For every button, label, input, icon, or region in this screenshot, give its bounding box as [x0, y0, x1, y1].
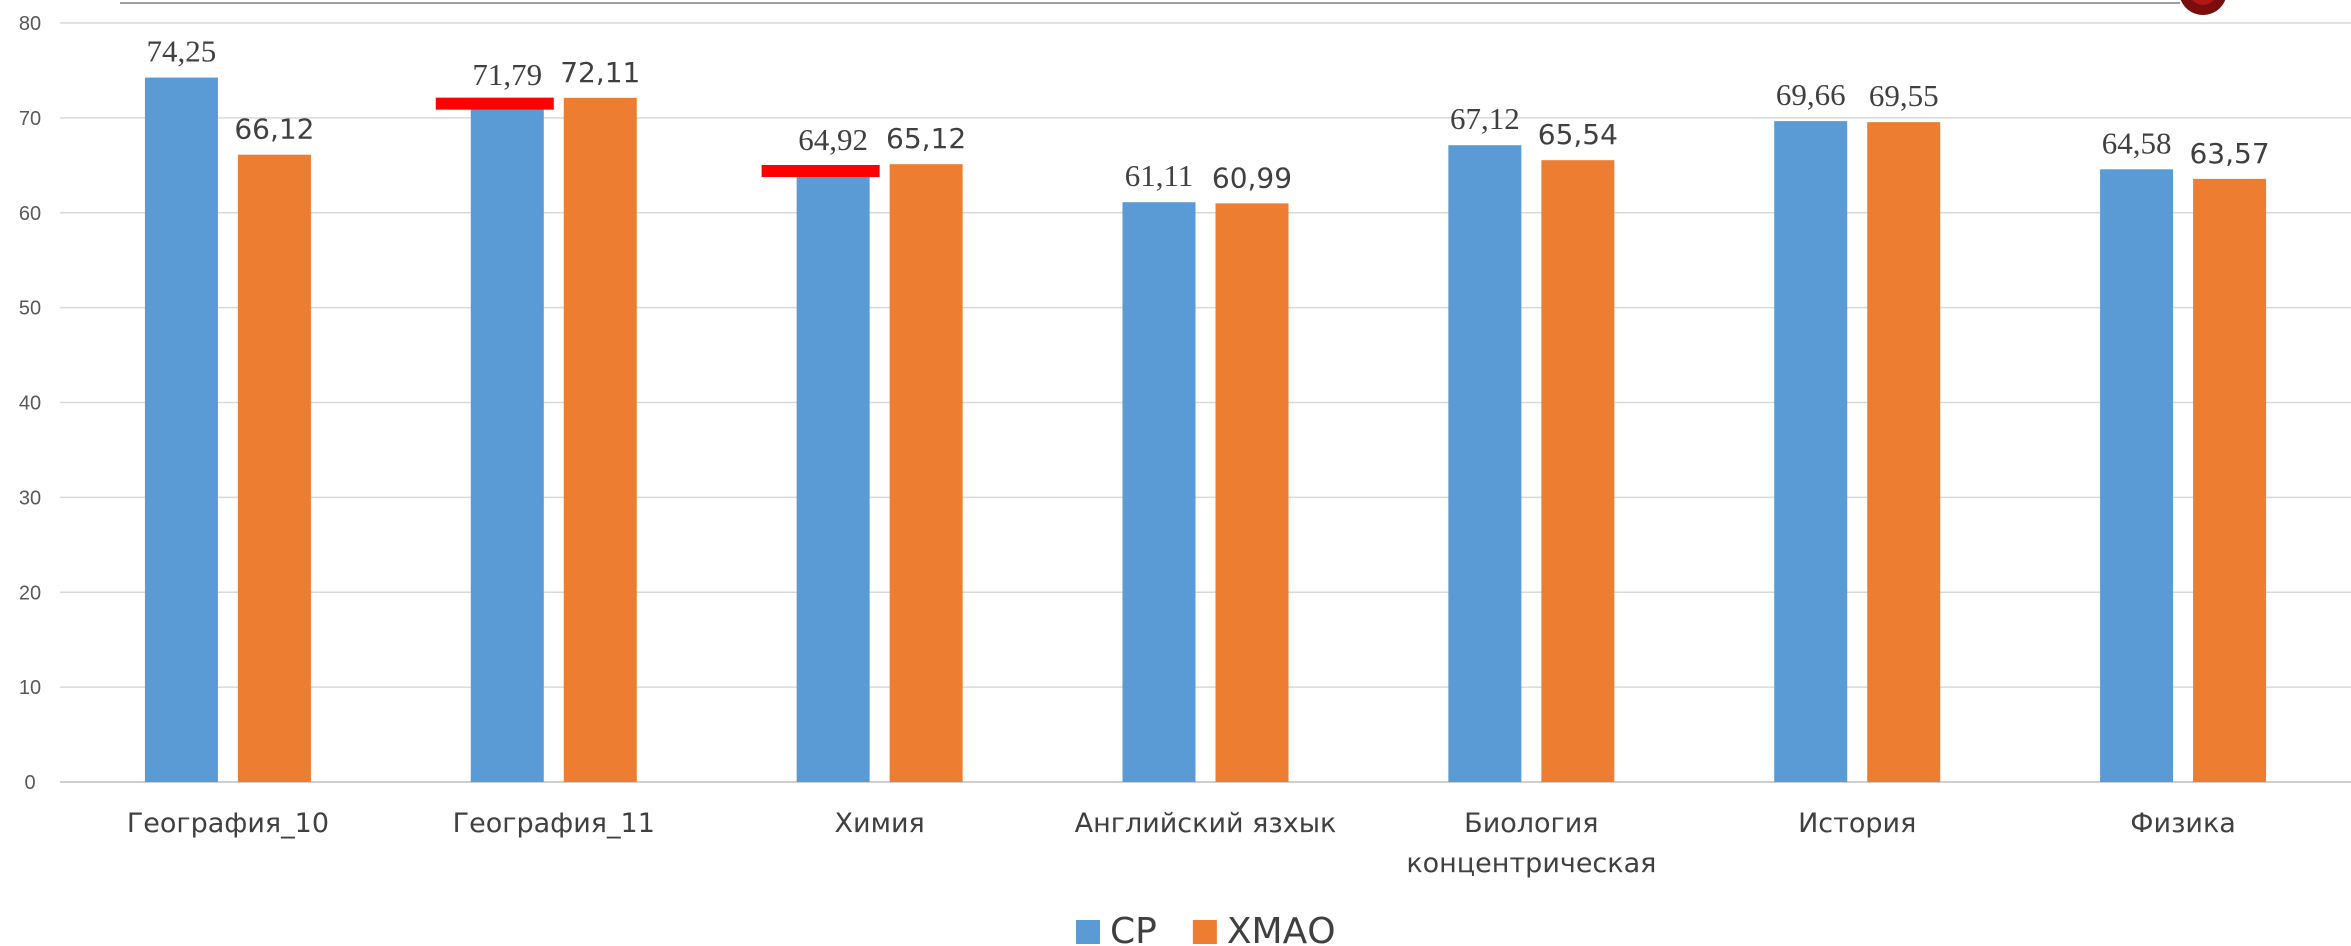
data-label: 61,11 — [1125, 158, 1194, 193]
y-tick-label: 30 — [19, 487, 41, 509]
corner-dot-icon — [2180, 0, 2226, 15]
y-tick-label: 0 — [24, 772, 35, 794]
y-tick-label: 10 — [19, 677, 41, 699]
bar — [1448, 145, 1522, 783]
data-labels: 74,25 71,79 64,92 61,11 67,12 69,66 64,58 66,12… — [147, 34, 2270, 195]
legend-swatch — [1076, 920, 1100, 944]
bar — [144, 77, 218, 783]
bar — [796, 166, 870, 782]
x-axis: География_10 География_11 Химия Английский … — [127, 808, 2236, 879]
y-axis: 0 10 20 30 40 50 60 70 80 — [19, 13, 41, 794]
data-label: 69,55 — [1869, 78, 1939, 113]
y-tick-label: 20 — [19, 582, 41, 604]
x-tick-label: Биология — [1464, 808, 1598, 839]
legend-label: ХМАО — [1227, 911, 1336, 946]
bar — [237, 154, 311, 782]
x-tick-label: Английский язхык — [1075, 808, 1337, 839]
x-tick-label: Химия — [835, 808, 925, 839]
legend-label: СР — [1110, 911, 1157, 946]
y-tick-label: 80 — [19, 13, 41, 35]
bar — [1122, 202, 1196, 782]
data-label: 65,12 — [886, 122, 966, 155]
data-label: 65,54 — [1538, 118, 1618, 151]
data-label: 72,11 — [560, 56, 640, 89]
data-label: 63,57 — [2189, 137, 2269, 170]
bar — [2193, 178, 2267, 782]
bar — [563, 97, 637, 782]
data-label: 64,92 — [798, 122, 868, 157]
x-tick-label: концентрическая — [1406, 848, 1656, 879]
bar — [2100, 169, 2174, 783]
y-tick-label: 70 — [19, 108, 41, 130]
x-tick-label: География_11 — [453, 808, 655, 839]
y-tick-label: 60 — [19, 203, 41, 225]
red-marker — [761, 165, 880, 178]
bar — [889, 164, 963, 782]
bar — [1774, 121, 1848, 782]
bar — [1867, 122, 1941, 782]
bar — [1541, 160, 1615, 782]
legend-swatch — [1192, 920, 1217, 944]
y-tick-label: 50 — [19, 298, 41, 320]
data-label: 60,99 — [1212, 161, 1292, 194]
red-marker — [435, 97, 554, 110]
x-tick-label: Физика — [2130, 808, 2236, 839]
bar — [470, 100, 544, 782]
bar — [1215, 203, 1289, 783]
data-label: 71,79 — [472, 57, 542, 92]
gridlines — [60, 22, 2351, 783]
data-label: 64,58 — [2102, 125, 2172, 160]
bars — [144, 77, 2267, 783]
corner-dot-highlight-icon — [2192, 0, 2214, 5]
x-tick-label: География_10 — [127, 808, 329, 839]
y-tick-label: 40 — [19, 393, 41, 415]
red-markers — [435, 97, 880, 178]
data-label: 66,12 — [234, 113, 314, 146]
data-label: 67,12 — [1450, 101, 1520, 136]
legend: СР ХМАО — [1076, 911, 1336, 946]
data-label: 74,25 — [147, 34, 217, 69]
x-tick-label: История — [1798, 808, 1916, 839]
data-label: 69,66 — [1776, 77, 1846, 112]
